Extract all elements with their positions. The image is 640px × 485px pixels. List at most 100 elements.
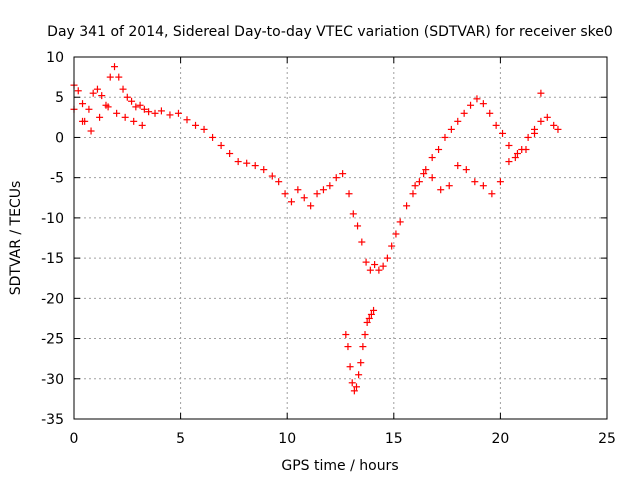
y-tick-label: -10: [41, 211, 64, 227]
data-point: [96, 113, 104, 121]
data-point: [422, 166, 430, 174]
data-point: [104, 103, 112, 111]
data-point: [454, 117, 462, 125]
data-point: [415, 178, 423, 186]
data-point: [192, 121, 200, 129]
x-tick-label: 10: [278, 431, 296, 447]
data-point: [130, 117, 138, 125]
data-point: [496, 178, 504, 186]
data-point: [392, 230, 400, 238]
data-point: [200, 125, 208, 133]
data-point: [441, 133, 449, 141]
data-point: [524, 133, 532, 141]
data-point: [383, 254, 391, 262]
series-ske0-dip: [342, 306, 378, 395]
data-point: [344, 343, 352, 351]
data-point: [371, 261, 379, 269]
data-point: [342, 331, 350, 339]
data-point: [345, 190, 353, 198]
data-point: [537, 117, 545, 125]
data-point: [346, 363, 354, 371]
x-tick-label: 15: [385, 431, 403, 447]
data-point: [375, 266, 383, 274]
data-point: [513, 150, 521, 158]
grid-lines: [74, 57, 607, 419]
data-point: [98, 92, 106, 100]
data-point: [460, 109, 468, 117]
data-point: [428, 154, 436, 162]
data-point: [287, 198, 295, 206]
data-point: [486, 109, 494, 117]
data-point: [121, 113, 129, 121]
data-point: [409, 190, 417, 198]
data-point: [537, 89, 545, 97]
data-point: [379, 262, 387, 270]
data-point: [473, 95, 481, 103]
x-tick-label: 20: [491, 431, 509, 447]
data-point: [123, 93, 131, 101]
data-point: [488, 190, 496, 198]
data-point: [332, 174, 340, 182]
data-point: [411, 182, 419, 190]
data-point: [359, 343, 367, 351]
data-point: [447, 125, 455, 133]
data-point: [234, 158, 242, 166]
data-point: [365, 314, 373, 322]
y-tick-label: -5: [50, 171, 64, 187]
axis-ticks: [73, 56, 608, 420]
y-tick-label: 0: [55, 130, 64, 146]
data-point: [243, 159, 251, 167]
data-point: [93, 85, 101, 93]
data-point: [358, 238, 366, 246]
data-point: [128, 97, 136, 105]
data-point: [363, 318, 371, 326]
series-ske0-main: [70, 63, 562, 274]
data-point: [275, 178, 283, 186]
data-point: [462, 166, 470, 174]
y-tick-label: -30: [41, 372, 64, 388]
x-tick-label: 25: [598, 431, 616, 447]
data-point: [554, 125, 562, 133]
data-point: [268, 172, 276, 180]
data-point: [209, 133, 217, 141]
data-point: [106, 73, 114, 81]
data-point: [132, 103, 140, 111]
data-point: [79, 117, 87, 125]
data-point: [437, 186, 445, 194]
data-point: [543, 113, 551, 121]
data-point: [362, 258, 370, 266]
data-point: [281, 190, 289, 198]
data-point: [138, 121, 146, 129]
y-tick-label: -20: [41, 291, 64, 307]
data-point: [136, 101, 144, 109]
y-tick-label: -25: [41, 332, 64, 348]
data-point: [479, 182, 487, 190]
data-series: [70, 63, 562, 395]
data-point: [174, 109, 182, 117]
data-point: [511, 154, 519, 162]
data-point: [251, 162, 259, 170]
y-axis-label: SDTVAR / TECUs: [8, 181, 24, 296]
chart-title: Day 341 of 2014, Sidereal Day-to-day VTE…: [47, 24, 613, 40]
data-point: [151, 109, 159, 117]
y-tick-label: -15: [41, 251, 64, 267]
x-tick-labels: 0 5 10 15 20 25: [70, 431, 616, 447]
data-point: [499, 129, 507, 137]
data-point: [357, 359, 365, 367]
data-point: [471, 178, 479, 186]
y-tick-label: -35: [41, 412, 64, 428]
data-point: [166, 111, 174, 119]
data-point: [505, 158, 513, 166]
y-tick-labels: 10 5 0 -5 -10 -15 -20 -25 -30 -35: [41, 50, 64, 428]
data-point: [403, 202, 411, 210]
data-point: [74, 87, 82, 95]
data-point: [454, 162, 462, 170]
data-point: [339, 170, 347, 178]
data-point: [217, 141, 225, 149]
data-point: [350, 387, 358, 395]
data-point: [326, 182, 334, 190]
data-point: [366, 266, 374, 274]
data-point: [370, 306, 378, 314]
data-point: [492, 121, 500, 129]
